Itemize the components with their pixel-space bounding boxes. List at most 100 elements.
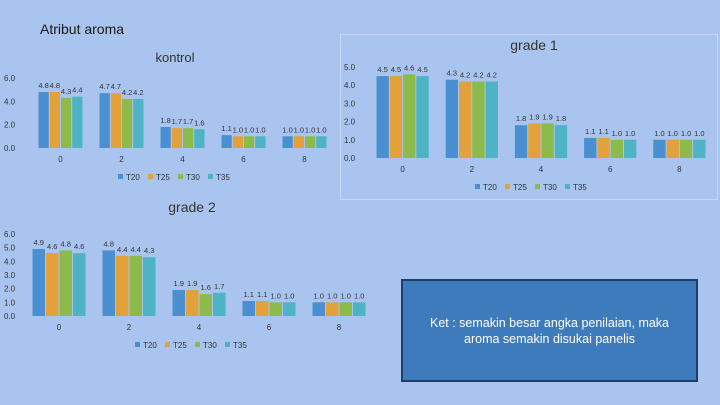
legend-entry: T20 bbox=[143, 341, 157, 350]
legend-entry: T20 bbox=[126, 173, 140, 182]
bar-t25 bbox=[256, 300, 269, 316]
legend-swatch bbox=[565, 184, 570, 189]
legend-swatch bbox=[178, 174, 183, 179]
legend-swatch bbox=[165, 342, 170, 347]
bar-t35 bbox=[255, 136, 266, 148]
bar-t35 bbox=[73, 253, 86, 316]
data-label: 1.7 bbox=[172, 117, 182, 126]
bar-t35 bbox=[554, 125, 568, 158]
bar-t25 bbox=[232, 136, 243, 148]
bar-t30 bbox=[679, 139, 693, 158]
chart-svg: grade 10.01.02.03.04.05.0 4.5 4.5 4.6 4.504.… bbox=[344, 37, 706, 192]
legend-swatch bbox=[535, 184, 540, 189]
bar-t20 bbox=[445, 79, 458, 158]
data-label: 1.1 bbox=[221, 124, 231, 133]
data-label: 4.6 bbox=[74, 242, 84, 251]
y-tick-label: 6.0 bbox=[4, 74, 16, 83]
data-label: 1.9 bbox=[174, 279, 184, 288]
chart-grade-2: grade 2 0.0 1.0 2.0 3.0 4.0 5.0 6.0 4.9 4.6 4.8 4.6… bbox=[0, 196, 380, 356]
y-tick-label: 6.0 bbox=[4, 230, 16, 239]
legend-swatch bbox=[505, 184, 510, 189]
y-tick-label: 3.0 bbox=[4, 271, 16, 280]
legend-swatch bbox=[225, 342, 230, 347]
bar-t35 bbox=[194, 129, 205, 148]
bar-t20 bbox=[312, 302, 325, 316]
bar-t20 bbox=[172, 290, 185, 316]
note-text: Ket : semakin besar angka penilaian, mak… bbox=[429, 315, 670, 346]
bar-t20 bbox=[221, 135, 232, 148]
legend-entry: T30 bbox=[186, 173, 200, 182]
bar-t20 bbox=[32, 249, 45, 316]
data-label: 4.4 bbox=[117, 245, 127, 254]
bar-t30 bbox=[472, 81, 485, 158]
data-label: 1.0 bbox=[654, 129, 664, 138]
category-label: 8 bbox=[302, 155, 307, 164]
slide-title: Atribut aroma bbox=[40, 21, 125, 37]
category-label: 6 bbox=[241, 155, 246, 164]
data-label: 4.5 bbox=[391, 65, 401, 74]
legend-entry: T35 bbox=[233, 341, 247, 350]
bar-t20 bbox=[102, 250, 115, 316]
bar-t35 bbox=[133, 99, 144, 148]
category-label: 8 bbox=[677, 165, 682, 174]
data-label: 1.8 bbox=[160, 116, 170, 125]
data-label: 4.3 bbox=[144, 246, 154, 255]
bar-t25 bbox=[389, 76, 403, 158]
data-label: 1.0 bbox=[255, 125, 265, 134]
legend-entry: T25 bbox=[513, 183, 527, 192]
data-label: 1.0 bbox=[625, 129, 635, 138]
bar-t35 bbox=[316, 136, 327, 148]
bar-t30 bbox=[305, 136, 316, 148]
data-label: 4.2 bbox=[460, 71, 470, 80]
y-tick-label: 2.0 bbox=[4, 285, 16, 294]
bar-t20 bbox=[584, 137, 597, 158]
data-label: 4.2 bbox=[473, 71, 483, 80]
bar-t35 bbox=[485, 81, 498, 158]
legend-swatch bbox=[195, 342, 200, 347]
data-label: 4.7 bbox=[99, 82, 109, 91]
category-label: 0 bbox=[400, 165, 405, 174]
data-label: 1.7 bbox=[183, 117, 193, 126]
data-label: 4.3 bbox=[61, 87, 71, 96]
category-label: 0 bbox=[57, 323, 62, 332]
bar-t35 bbox=[283, 302, 296, 316]
data-label: 4.8 bbox=[50, 81, 60, 90]
data-label: 1.0 bbox=[316, 125, 326, 134]
chart-title: grade 2 bbox=[168, 199, 216, 215]
data-label: 4.4 bbox=[72, 86, 82, 95]
bar-t25 bbox=[293, 136, 304, 148]
y-tick-label: 0.0 bbox=[344, 154, 356, 163]
bar-t35 bbox=[353, 302, 366, 316]
bar-t25 bbox=[46, 253, 59, 316]
legend-swatch bbox=[475, 184, 480, 189]
y-tick-label: 1.0 bbox=[4, 298, 16, 307]
y-tick-label: 0.0 bbox=[4, 144, 16, 153]
bar-t30 bbox=[541, 123, 554, 158]
bar-t25 bbox=[597, 137, 610, 158]
data-label: 1.0 bbox=[284, 291, 294, 300]
data-label: 1.1 bbox=[244, 290, 254, 299]
y-tick-label: 2.0 bbox=[344, 118, 356, 127]
category-label: 4 bbox=[539, 165, 544, 174]
data-label: 4.5 bbox=[377, 65, 387, 74]
data-label: 4.4 bbox=[131, 245, 141, 254]
data-label: 1.0 bbox=[694, 129, 704, 138]
bar-t20 bbox=[653, 139, 666, 158]
bar-t30 bbox=[610, 139, 623, 158]
data-label: 4.6 bbox=[47, 242, 57, 251]
data-label: 1.0 bbox=[314, 291, 324, 300]
bar-t30 bbox=[403, 74, 416, 158]
legend-swatch bbox=[135, 342, 140, 347]
data-label: 1.1 bbox=[585, 127, 595, 136]
data-label: 4.2 bbox=[122, 88, 132, 97]
bar-t30 bbox=[339, 302, 352, 316]
chart-grade-1: grade 1 0.0 1.0 2.0 3.0 4.0 5.0 4.5 4.5 4.6 4.5 0 4.… bbox=[340, 34, 718, 200]
bar-t35 bbox=[624, 139, 637, 158]
data-label: 1.0 bbox=[305, 125, 315, 134]
bar-t30 bbox=[129, 255, 142, 316]
data-label: 4.3 bbox=[447, 69, 457, 78]
chart-title: kontrol bbox=[155, 50, 194, 65]
data-label: 4.6 bbox=[404, 63, 414, 72]
bar-t35 bbox=[416, 76, 429, 158]
bar-t30 bbox=[61, 97, 72, 148]
